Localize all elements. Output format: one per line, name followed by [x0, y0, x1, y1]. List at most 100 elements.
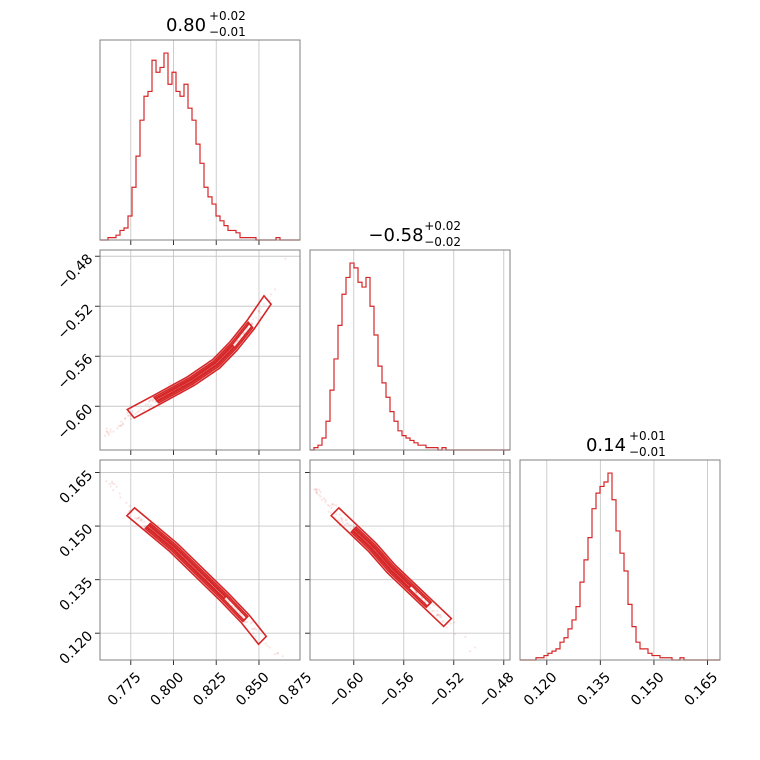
scatter-point: [346, 522, 349, 525]
scatter-frame-0-2: [99, 459, 301, 661]
scatter-point: [264, 642, 267, 645]
scatter-point: [474, 646, 477, 649]
scatter-point: [259, 307, 262, 310]
contour-level-3: [154, 344, 235, 402]
contour-level-1: [144, 522, 249, 623]
x-tick-label-p0-3: 0.850: [233, 669, 273, 709]
contour-level-0: [125, 506, 268, 646]
scatter-point: [239, 612, 242, 615]
scatter-point: [349, 527, 352, 530]
scatter-point: [331, 502, 334, 506]
x-tick-label-p1-1: −0.56: [376, 669, 418, 711]
x-tick-label-p2-0: 0.120: [521, 669, 561, 709]
scatter-point: [453, 632, 456, 636]
scatter-point: [322, 497, 326, 500]
contour-level-3: [351, 527, 412, 589]
scatter-point: [314, 488, 317, 491]
scatter-point: [113, 483, 116, 486]
scatter-point: [255, 316, 258, 319]
scatter-point: [116, 427, 119, 430]
scatter-point: [431, 610, 434, 613]
scatter-point: [227, 600, 230, 603]
scatter-point: [144, 403, 147, 406]
scatter-point: [333, 503, 336, 507]
scatter-point: [168, 382, 171, 385]
scatter-point: [469, 650, 472, 653]
scatter-point: [326, 504, 330, 507]
x-tick-label-p2-2: 0.150: [628, 669, 668, 709]
scatter-point: [139, 518, 143, 521]
scatter-point: [118, 492, 121, 495]
scatter-point: [435, 614, 438, 617]
scatter-point: [445, 626, 448, 629]
scatter-point: [105, 430, 108, 433]
scatter-point: [315, 488, 318, 492]
scatter-point: [143, 525, 147, 528]
title-median-2: 0.14: [586, 435, 626, 456]
histogram-step-1: [310, 262, 510, 451]
contour-level-2: [351, 527, 432, 608]
scatter-point: [284, 257, 287, 260]
scatter-point: [120, 420, 123, 423]
y-tick-label-p2-0: 0.120: [57, 628, 97, 668]
panel-title-0: 0.80 +0.02 −0.01: [166, 9, 246, 39]
scatter-point: [237, 611, 241, 614]
scatter-point: [139, 519, 142, 522]
scatter-point: [236, 609, 239, 612]
scatter-point: [439, 613, 442, 616]
scatter-point: [112, 489, 115, 492]
scatter-point: [244, 621, 247, 624]
scatter-point: [319, 495, 322, 498]
scatter-point: [324, 499, 327, 502]
scatter-point: [344, 519, 347, 522]
histogram-panel-0: [100, 40, 300, 245]
y-tick-label-p1-3: −0.48: [55, 251, 97, 293]
scatter-point: [105, 480, 108, 483]
scatter-point: [348, 524, 351, 527]
scatter-point: [340, 517, 343, 520]
scatter-point: [273, 288, 277, 291]
scatter-point: [143, 520, 146, 524]
scatter-point: [105, 427, 108, 430]
histogram-frame-0: [99, 39, 301, 241]
histogram-step-0: [100, 52, 300, 241]
title-median-1: −0.58: [368, 225, 423, 246]
scatter-point: [111, 480, 114, 483]
scatter-point: [131, 411, 134, 414]
scatter-point: [266, 644, 269, 647]
scatter-point: [281, 655, 284, 658]
scatter-point: [353, 525, 356, 528]
scatter-point: [249, 621, 252, 625]
scatter-point: [119, 496, 122, 499]
scatter-point: [420, 596, 423, 600]
scatter-point: [251, 621, 254, 624]
scatter-point: [109, 430, 112, 433]
panel-title-2: 0.14 +0.01 −0.01: [586, 429, 666, 459]
scatter-point: [119, 424, 122, 428]
scatter-point: [137, 516, 140, 519]
scatter-point: [251, 318, 255, 321]
y-tick-label-p2-3: 0.165: [57, 467, 97, 507]
scatter-point: [141, 518, 144, 522]
scatter-point: [121, 422, 125, 425]
scatter-point: [252, 627, 255, 631]
x-tick-label-p0-4: 0.875: [276, 669, 316, 709]
contour-level-2: [145, 523, 248, 622]
title-minus-2: −0.01: [629, 445, 666, 459]
scatter-point: [136, 411, 139, 414]
scatter-point: [439, 616, 443, 619]
scatter-point: [126, 414, 130, 417]
scatter-point: [236, 340, 239, 343]
scatter-point: [251, 627, 254, 631]
scatter-point: [251, 323, 254, 326]
contour-level-0: [330, 506, 453, 628]
scatter-frame-0-1: [99, 249, 301, 451]
scatter-point: [137, 409, 141, 412]
scatter-panel-0-1: [95, 250, 300, 455]
scatter-point: [436, 614, 439, 617]
scatter-point: [239, 613, 243, 617]
contour-level-0: [126, 294, 273, 419]
title-minus-1: −0.02: [424, 235, 461, 249]
scatter-point: [154, 400, 157, 404]
scatter-point: [234, 341, 237, 345]
